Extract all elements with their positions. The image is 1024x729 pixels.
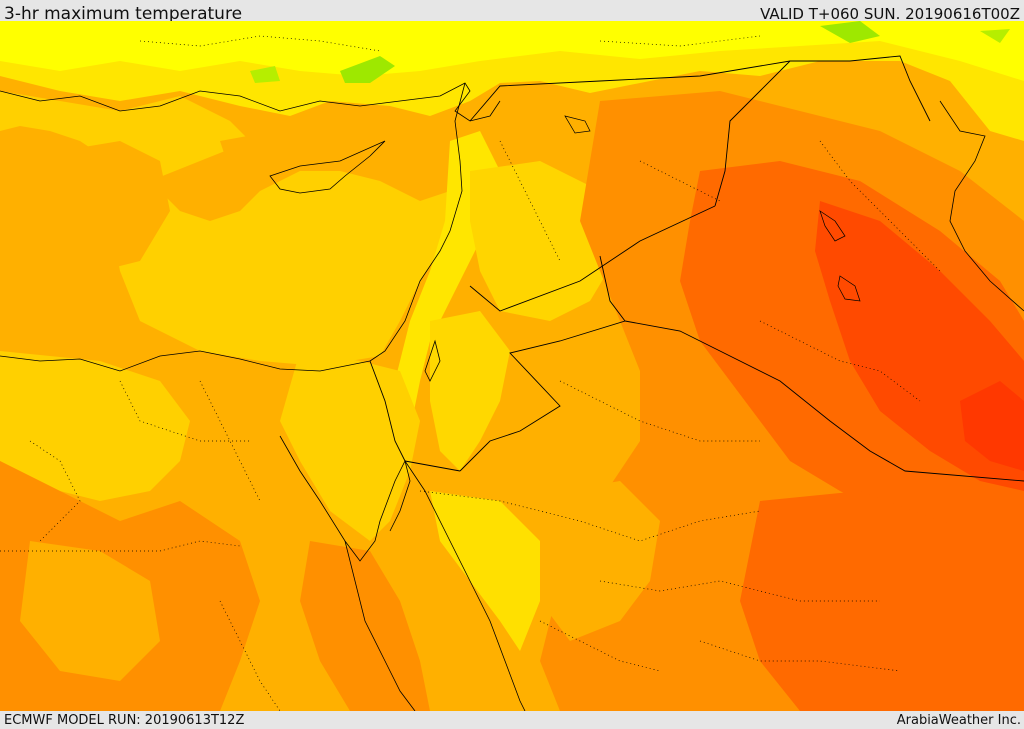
- border-iraq-saudi: [624, 320, 1024, 482]
- border-syria-iraq: [714, 60, 791, 207]
- sudan-amber: [20, 541, 160, 681]
- border-aqaba-saudi: [404, 460, 461, 472]
- border-egypt-israel: [369, 360, 406, 462]
- coastline-red-sea-east: [404, 460, 526, 711]
- central-arabia-amber: [540, 481, 660, 641]
- credit-label: ArabiaWeather Inc.: [896, 713, 1021, 728]
- temp-zone-north-green-4: [250, 66, 280, 83]
- jordan-yellow: [430, 311, 510, 471]
- levant-inland-yellow: [470, 161, 620, 321]
- temp-zone-north-bright: [0, 21, 1024, 81]
- temp-zone-north-green-2: [820, 21, 880, 43]
- model-run: ECMWF MODEL RUN: 20190613T12Z: [4, 713, 245, 728]
- border-jordan-north: [469, 205, 716, 312]
- lake-1: [819, 210, 846, 242]
- south-arabia-dark-orange: [740, 491, 1024, 711]
- sea-amber-patch-2: [220, 121, 440, 191]
- coastline-red-sea-west: [344, 540, 416, 711]
- temp-zone-north-green-3: [980, 29, 1010, 43]
- temperature-map[interactable]: [0, 21, 1024, 711]
- iraq-dark-orange: [680, 161, 1024, 581]
- cyprus: [269, 140, 386, 194]
- border-jordan-saudi: [459, 255, 626, 472]
- hejaz-yellow: [430, 491, 540, 651]
- province-borders: [0, 35, 941, 711]
- egypt-gold: [0, 351, 190, 501]
- lake-2: [837, 275, 861, 302]
- temp-zone-north-green-1: [340, 56, 395, 83]
- lake-3: [564, 115, 591, 134]
- red-sea-orange: [300, 541, 430, 711]
- coastline-egypt: [0, 350, 371, 372]
- map-title: 3-hr maximum temperature: [4, 4, 243, 24]
- gulf-red: [960, 381, 1024, 471]
- footer-bar: ECMWF MODEL RUN: 20190613T12Z ArabiaWeat…: [0, 711, 1024, 729]
- header-bar: 3-hr maximum temperature VALID T+060 SUN…: [0, 0, 1024, 24]
- dead-sea: [424, 339, 441, 382]
- coastline-levant: [369, 82, 466, 362]
- coastline-gulf: [939, 100, 1024, 312]
- valid-time: VALID T+060 SUN. 20190616T00Z: [760, 5, 1020, 23]
- sinai-gold: [280, 351, 420, 541]
- coastline-gulf-suez: [279, 435, 411, 562]
- sea-amber-patch: [30, 141, 170, 271]
- country-borders: [369, 55, 1024, 482]
